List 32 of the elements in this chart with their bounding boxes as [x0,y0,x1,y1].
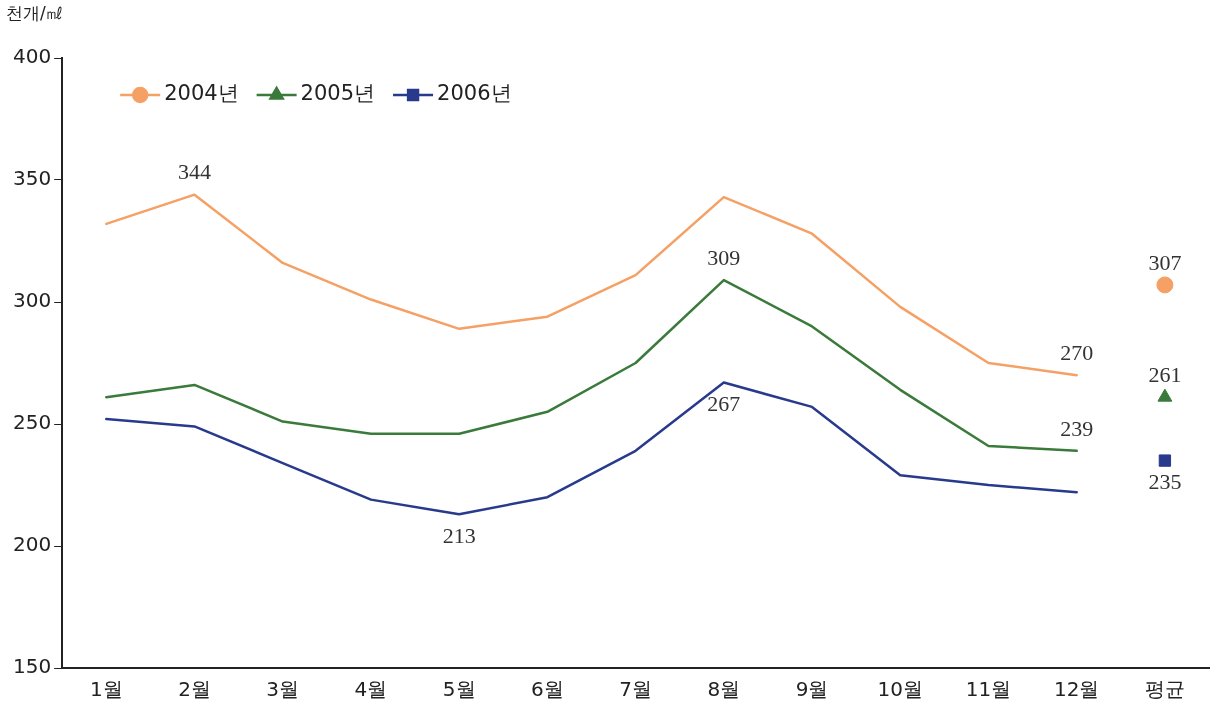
x-tick-label: 5월 [442,677,476,702]
x-tick-label: 3월 [266,677,300,702]
legend-label: 2006년 [437,81,512,106]
x-tick-label: 6월 [531,677,564,702]
y-tick-label: 250 [12,410,52,435]
y-tick-label: 200 [12,532,52,557]
x-tick-label: 10월 [877,677,923,702]
data-label: 239 [1060,415,1094,441]
data-label: 307 [1148,249,1182,275]
y-tick-label: 400 [12,44,52,69]
y-tick-label: 300 [12,288,52,313]
x-tick-label: 9월 [795,677,829,702]
legend-label: 2004년 [164,81,239,106]
data-label: 309 [707,244,741,270]
y-tick-label: 150 [12,654,52,679]
y-tick-label: 350 [12,166,52,191]
data-label: 344 [178,159,211,185]
data-label: 235 [1148,469,1182,495]
data-label: 267 [707,391,741,417]
data-label: 270 [1060,339,1094,365]
x-tick-label: 4월 [354,677,388,702]
x-tick-label: 8월 [707,677,741,702]
x-tick-label: 11월 [965,677,1012,702]
x-tick-label: 2월 [178,677,211,702]
x-tick-label: 1월 [89,677,123,702]
data-label: 213 [442,523,476,549]
x-tick-label: 12월 [1053,677,1100,702]
y-axis-title: 천개/㎖ [6,2,63,23]
x-tick-label: 7월 [619,677,652,702]
x-tick-label: 평균 [1144,677,1185,702]
legend-label: 2005년 [300,81,376,106]
data-label: 261 [1148,361,1182,387]
